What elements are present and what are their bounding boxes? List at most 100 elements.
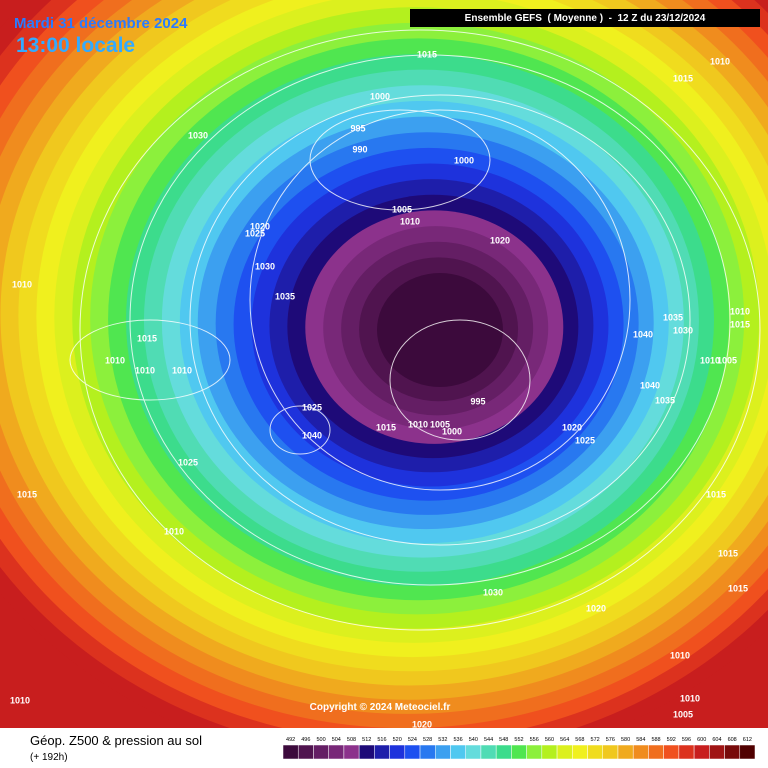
colorbar-label: 504 — [332, 737, 341, 743]
colorbar-label: 536 — [454, 737, 463, 743]
colorbar-label: 524 — [408, 737, 417, 743]
colorbar-swatch — [648, 744, 664, 760]
isobar-label: 1005 — [673, 709, 693, 719]
colorbar-label: 532 — [438, 737, 447, 743]
colorbar-label: 576 — [606, 737, 615, 743]
isobar-label: 1010 — [105, 355, 125, 365]
isobar-label: 1000 — [442, 426, 462, 436]
isobar-label: 1040 — [633, 329, 653, 339]
colorbar-swatch — [450, 744, 466, 760]
colorbar-swatch — [328, 744, 345, 760]
colorbar-label: 540 — [469, 737, 478, 743]
isobar-label: 1010 — [408, 419, 428, 429]
colorbar-label: 496 — [301, 737, 310, 743]
colorbar-swatch — [693, 744, 710, 760]
isobar-label: 1010 — [680, 693, 700, 703]
isobar-label: 1020 — [250, 221, 270, 231]
isobar-label: 1035 — [275, 291, 295, 301]
isobar-label: 1010 — [164, 526, 184, 536]
isobar-label: 1005 — [392, 204, 412, 214]
isobar-label: 1005 — [430, 419, 450, 429]
isobar-label: 1015 — [17, 489, 37, 499]
field-text: Géop. Z500 & pression au sol — [30, 733, 202, 748]
colorbar-swatch — [435, 744, 451, 760]
colorbar-label: 600 — [697, 737, 706, 743]
isobar-label: 1010 — [670, 650, 690, 660]
colorbar: 492 496 500 504 508 512 516 520 524 528 532 536 540 5… — [282, 737, 756, 760]
colorbar-label: 556 — [530, 737, 539, 743]
isobar-label: 1010 — [10, 695, 30, 705]
colorbar-label: 592 — [667, 737, 676, 743]
isobar-label: 1015 — [376, 422, 396, 432]
lead-text: (+ 192h) — [30, 752, 68, 763]
colorbar-swatch — [374, 744, 390, 760]
isobar-label: 1035 — [663, 312, 683, 322]
isobar-label: 1020 — [412, 719, 432, 729]
colorbar-label: 492 — [286, 737, 295, 743]
colorbar-swatch — [313, 744, 329, 760]
model-box — [410, 9, 760, 27]
isobar-lines — [69, 29, 761, 631]
isobar-label: 1010 — [400, 216, 420, 226]
colorbar-label: 588 — [651, 737, 660, 743]
isobar-label: 1015 — [673, 73, 693, 83]
isobar-label: 1010 — [710, 56, 730, 66]
date-text: Mardi 31 décembre 2024 — [14, 15, 188, 32]
colorbar-swatch — [739, 744, 756, 760]
isobar-label: 1015 — [730, 319, 750, 329]
isobar-label: 1025 — [302, 402, 322, 412]
colorbar-swatch — [282, 744, 299, 760]
isobar-label: 1000 — [370, 91, 390, 101]
isobar-label: 1010 — [135, 365, 155, 375]
colorbar-swatch — [602, 744, 619, 760]
colorbar-swatch — [632, 744, 649, 760]
colorbar-swatch — [389, 744, 406, 760]
colorbar-swatch — [495, 744, 512, 760]
colorbar-swatch — [587, 744, 603, 760]
colorbar-label: 500 — [316, 737, 325, 743]
colorbar-label: 520 — [393, 737, 402, 743]
isobar-label: 1005 — [717, 355, 737, 365]
isobar-label: 995 — [350, 123, 365, 133]
colorbar-swatch — [419, 744, 436, 760]
colorbar-label: 548 — [499, 737, 508, 743]
isobar-label: 1015 — [718, 548, 738, 558]
isobar-label: 1030 — [188, 130, 208, 140]
colorbar-swatch — [526, 744, 543, 760]
colorbar-swatch — [465, 744, 482, 760]
colorbar-label: 528 — [423, 737, 432, 743]
colorbar-swatch — [709, 744, 725, 760]
colorbar-label: 580 — [621, 737, 630, 743]
colorbar-label: 612 — [743, 737, 752, 743]
isobar-label: 1040 — [640, 380, 660, 390]
colorbar-swatch — [724, 744, 741, 760]
isobar-label: 1010 — [730, 306, 750, 316]
colorbar-swatch — [572, 744, 588, 760]
colorbar-swatch — [663, 744, 680, 760]
isobar-label: 1015 — [706, 489, 726, 499]
colorbar-label: 544 — [484, 737, 493, 743]
colorbar-label: 560 — [545, 737, 554, 743]
isobar-label: 1000 — [454, 155, 474, 165]
colorbar-swatch — [556, 744, 573, 760]
model-text: Ensemble GEFS ( Moyenne ) - 12 Z du 23/1… — [465, 13, 706, 24]
colorbar-label: 608 — [728, 737, 737, 743]
isobar-label: 1010 — [172, 365, 192, 375]
isobar-label: 1015 — [417, 49, 437, 59]
colorbar-swatch — [678, 744, 695, 760]
isobar-label: 1025 — [575, 435, 595, 445]
isobar-label: 1035 — [655, 395, 675, 405]
isobar-label: 1020 — [562, 422, 582, 432]
isobar-label: 1040 — [302, 430, 322, 440]
isobar-label: 1020 — [490, 235, 510, 245]
isobar-label: 1030 — [255, 261, 275, 271]
colorbar-swatch — [358, 744, 375, 760]
isobar-label: 990 — [352, 144, 367, 154]
isobar-label: 1010 — [12, 279, 32, 289]
copyright: Copyright © 2024 Meteociel.fr — [310, 702, 451, 713]
isobar-label: 995 — [470, 396, 485, 406]
colorbar-label: 552 — [514, 737, 523, 743]
colorbar-label: 512 — [362, 737, 371, 743]
